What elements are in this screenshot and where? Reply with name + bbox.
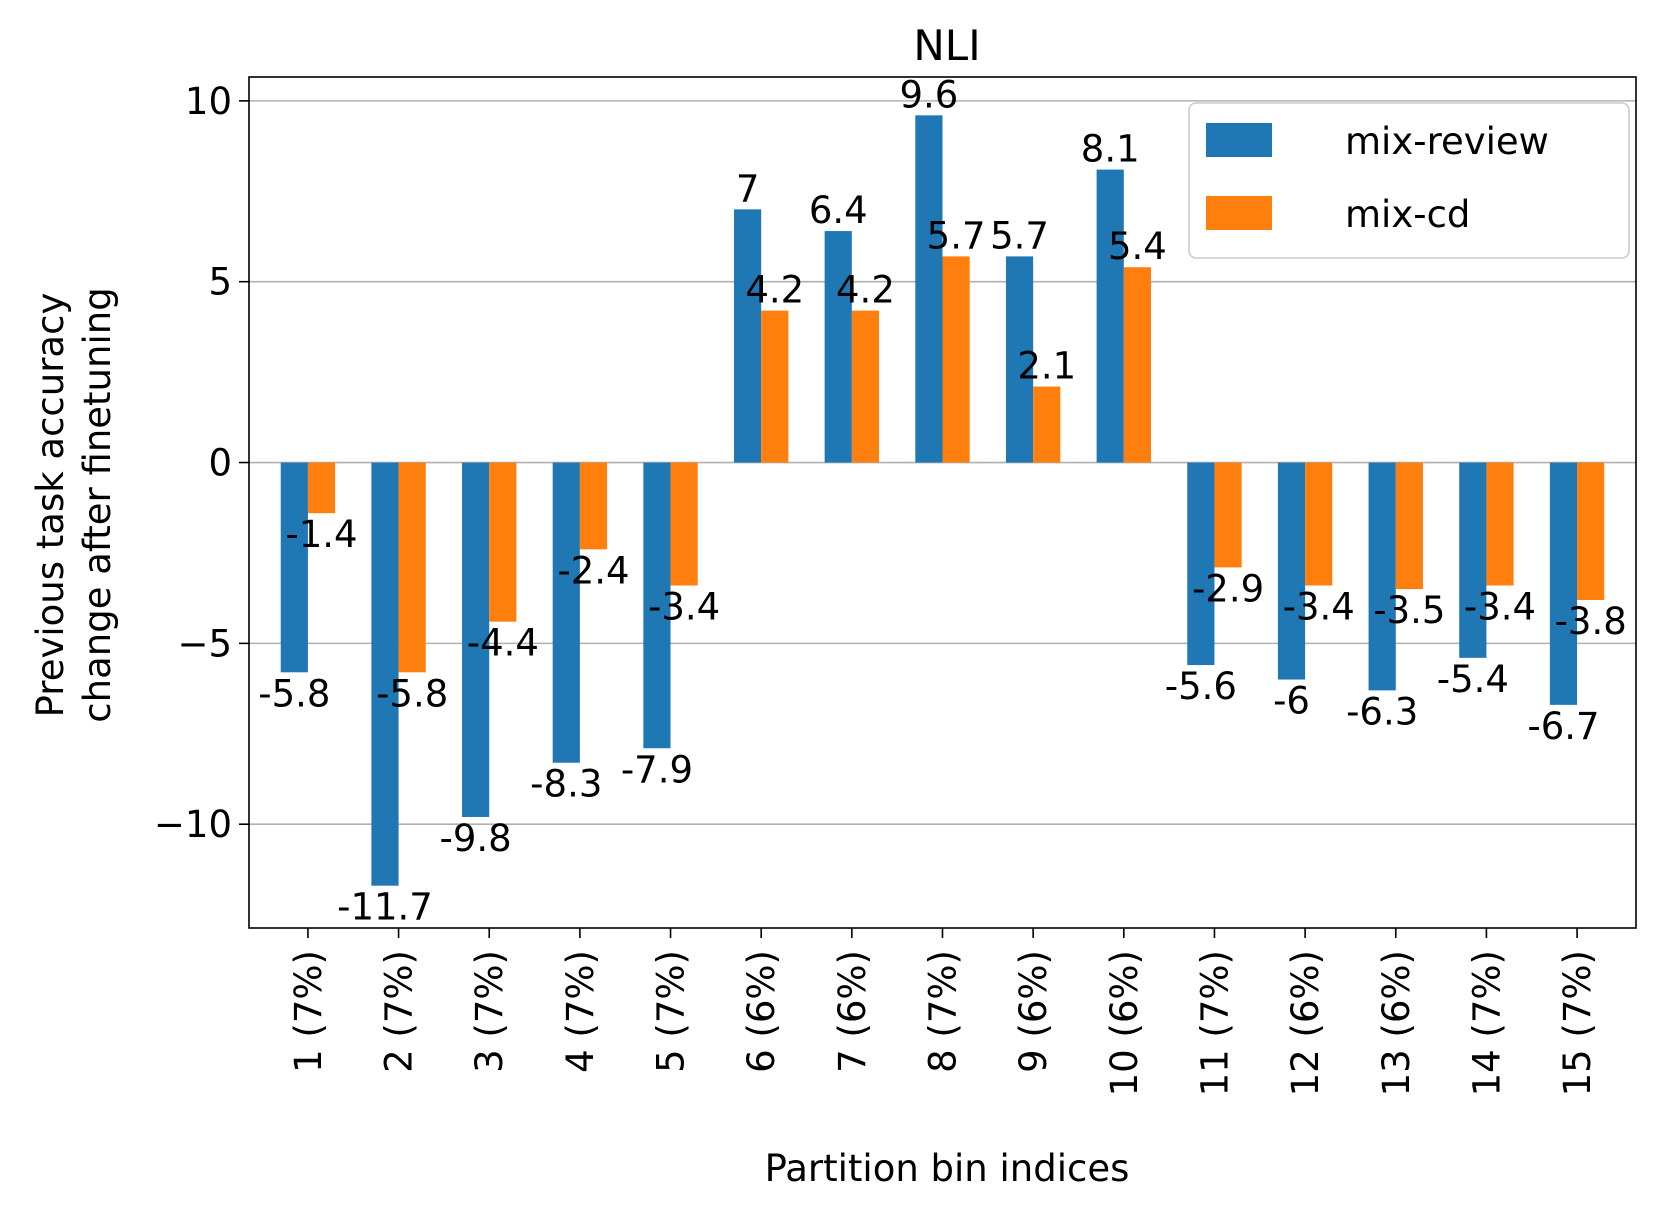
y-tick-label: 0 — [208, 442, 232, 485]
bar-mix-cd — [1486, 462, 1514, 586]
data-label-mix-review: -6.3 — [1346, 690, 1418, 733]
x-tick-label: 2 (7%) — [378, 950, 421, 1073]
data-label-mix-cd: -3.4 — [1283, 586, 1355, 629]
bar-mix-cd — [1577, 462, 1605, 600]
data-label-mix-review: -5.4 — [1437, 658, 1509, 701]
chart-title: NLI — [913, 21, 980, 70]
data-label-mix-review: 5.7 — [990, 214, 1049, 257]
bar-mix-cd — [942, 256, 970, 463]
bars — [280, 115, 1605, 886]
bar-mix-review — [1277, 462, 1306, 680]
x-tick-label: 14 (7%) — [1465, 950, 1508, 1096]
data-label-mix-review: -9.8 — [440, 817, 512, 860]
x-tick-label: 11 (7%) — [1193, 950, 1236, 1096]
bar-mix-cd — [1214, 462, 1242, 568]
legend-label-mix-review: mix-review — [1345, 120, 1549, 163]
data-label-mix-review: -8.3 — [530, 763, 602, 806]
data-label-mix-cd: -3.8 — [1555, 600, 1627, 643]
x-axis-label: Partition bin indices — [765, 1147, 1130, 1190]
bar-mix-cd — [489, 462, 517, 622]
data-label-mix-review: -11.7 — [337, 886, 433, 929]
x-tick-label: 1 (7%) — [287, 950, 330, 1073]
data-label-mix-cd: -4.4 — [467, 622, 539, 665]
data-label-mix-cd: 2.1 — [1017, 345, 1076, 388]
y-axis-label: Previous task accuracy change after fine… — [29, 287, 119, 722]
data-label-mix-cd: -5.8 — [376, 672, 448, 715]
x-tick-label: 13 (6%) — [1375, 950, 1418, 1096]
data-label-mix-review: -6 — [1273, 680, 1310, 723]
y-tick-label: −5 — [177, 622, 232, 665]
bar-mix-review — [915, 115, 943, 463]
data-label-mix-cd: -2.4 — [557, 549, 629, 592]
bar-mix-cd — [579, 462, 608, 550]
x-tick-label: 10 (6%) — [1103, 950, 1146, 1096]
x-tick-label: 15 (7%) — [1556, 950, 1599, 1096]
bar-mix-review — [733, 209, 762, 463]
bar-mix-review — [1368, 462, 1396, 691]
bar-mix-review — [462, 462, 490, 817]
bar-mix-cd — [1123, 267, 1152, 463]
data-label-mix-review: -6.7 — [1527, 705, 1599, 748]
legend-label-mix-cd: mix-cd — [1345, 193, 1470, 236]
bar-mix-cd — [761, 310, 789, 463]
bar-mix-cd — [670, 462, 698, 586]
bar-mix-review — [643, 462, 671, 749]
data-label-mix-cd: -3.4 — [1464, 586, 1536, 629]
data-label-mix-review: 6.4 — [809, 189, 868, 232]
bar-mix-review — [1187, 462, 1215, 666]
legend-swatch-mix-review — [1206, 123, 1272, 157]
bar-mix-review — [1096, 169, 1124, 463]
y-axis-label-line-2: change after finetuning — [76, 287, 119, 722]
bar-mix-review — [1005, 256, 1034, 463]
data-label-mix-review: -7.9 — [621, 748, 693, 791]
data-label-mix-review: -5.6 — [1165, 665, 1237, 708]
data-label-mix-cd: 5.7 — [927, 214, 986, 257]
axis-ticks: 10 5 0 −5 −10 1 (7%) 2 (7%) 3 (7%) 4 (7%) 5 (7%) 6… — [154, 80, 1599, 1097]
data-label-mix-review: -5.8 — [258, 672, 330, 715]
x-tick-label: 5 (7%) — [650, 950, 693, 1073]
x-tick-label: 9 (6%) — [1012, 950, 1055, 1073]
y-tick-label: 10 — [185, 80, 232, 123]
data-label-mix-review: 7 — [736, 167, 760, 210]
x-tick-label: 12 (6%) — [1284, 950, 1327, 1096]
bar-mix-review — [1459, 462, 1487, 658]
data-label-mix-cd: 4.2 — [836, 269, 895, 312]
data-labels: -5.8 -1.4 -11.7 -5.8 -9.8 -4.4 -8.3 -2.4 -7.9 -3.… — [258, 73, 1627, 928]
legend: mix-review mix-cd — [1188, 102, 1630, 259]
x-tick-label: 6 (6%) — [740, 950, 783, 1073]
data-label-mix-cd: 4.2 — [745, 269, 804, 312]
bar-mix-cd — [1305, 462, 1333, 586]
data-label-mix-cd: 5.4 — [1108, 225, 1167, 268]
bar-mix-cd — [398, 462, 426, 673]
data-label-mix-cd: -3.4 — [648, 586, 720, 629]
bar-mix-cd — [1033, 386, 1061, 463]
bar-mix-review — [280, 462, 308, 673]
data-label-mix-cd: -2.9 — [1192, 567, 1264, 610]
x-tick-label: 3 (7%) — [468, 950, 511, 1073]
y-tick-label: 5 — [208, 261, 232, 304]
data-label-mix-review: 8.1 — [1081, 128, 1140, 171]
bar-mix-review — [371, 462, 399, 886]
bar-mix-review — [552, 462, 580, 763]
x-tick-label: 7 (6%) — [831, 950, 874, 1073]
legend-swatch-mix-cd — [1206, 196, 1272, 230]
bar-mix-cd — [307, 462, 336, 514]
data-label-mix-review: 9.6 — [899, 73, 958, 116]
data-label-mix-cd: -3.5 — [1373, 589, 1445, 632]
bar-mix-cd — [851, 310, 880, 463]
x-tick-label: 4 (7%) — [559, 950, 602, 1073]
x-tick-label: 8 (7%) — [922, 950, 965, 1073]
bar-mix-review — [1549, 462, 1578, 705]
y-tick-label: −10 — [154, 803, 232, 846]
data-label-mix-cd: -1.4 — [285, 513, 357, 556]
bar-mix-cd — [1395, 462, 1423, 590]
bar-mix-review — [824, 231, 852, 463]
legend-frame — [1188, 102, 1630, 259]
y-axis-label-line-1: Previous task accuracy — [29, 293, 72, 718]
